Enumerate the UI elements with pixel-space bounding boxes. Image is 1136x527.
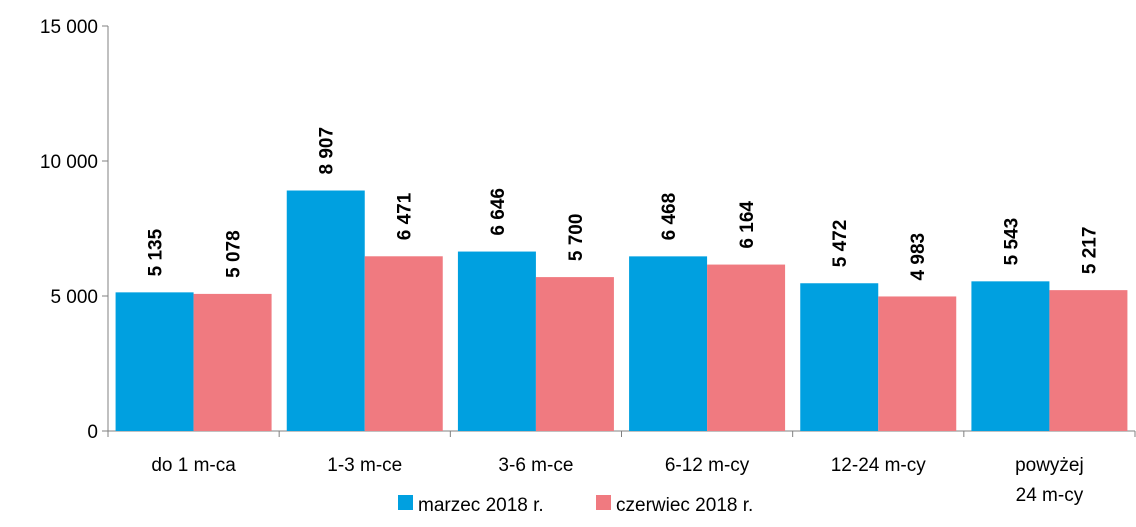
x-category-label: 6-12 m-cy: [665, 455, 750, 476]
legend-label: marzec 2018 r.: [418, 495, 544, 516]
y-tick-label: 0: [87, 422, 98, 443]
x-category-label: 3-6 m-ce: [498, 455, 573, 476]
x-category-label: 24 m-cy: [1016, 485, 1084, 506]
data-label: 8 907: [317, 127, 338, 175]
x-category-label: powyżej: [1015, 455, 1084, 476]
data-label: 6 471: [395, 192, 416, 240]
bar: [971, 281, 1050, 431]
bar: [364, 256, 443, 431]
legend-swatch: [398, 495, 413, 510]
legend-label: czerwiec 2018 r.: [616, 495, 753, 516]
data-label: 6 164: [737, 201, 758, 249]
bar: [800, 283, 879, 431]
bar: [457, 251, 536, 431]
data-label: 6 468: [659, 193, 680, 241]
bar: [193, 293, 272, 431]
bar: [707, 264, 786, 431]
x-category-label: 12-24 m-cy: [831, 455, 927, 476]
y-tick-label: 15 000: [40, 17, 98, 38]
data-label: 6 646: [488, 188, 509, 236]
data-label: 5 217: [1079, 227, 1100, 275]
data-label: 5 135: [146, 228, 167, 276]
y-tick-label: 10 000: [40, 152, 98, 173]
legend-swatch: [596, 495, 611, 510]
data-label: 5 700: [566, 214, 587, 262]
x-category-label: 1-3 m-ce: [327, 455, 402, 476]
x-axis: do 1 m-ca 1-3 m-ce 3-6 m-ce 6-12 m-cy 12-24 …: [107, 430, 1136, 506]
legend: marzec 2018 r. czerwiec 2018 r.: [398, 495, 753, 516]
data-label: 5 543: [1001, 218, 1022, 266]
bar: [535, 277, 614, 431]
bar: [878, 296, 957, 431]
y-tick-label: 5 000: [50, 287, 98, 308]
x-category-label: do 1 m-ca: [151, 455, 236, 476]
bar: [1049, 290, 1128, 431]
bar: [629, 256, 708, 431]
bars: [115, 190, 1128, 431]
bar: [286, 190, 365, 431]
data-labels: 5 135 8 907 6 646 6 468 5 472 5 543 5 078 6 471…: [146, 127, 1101, 280]
data-label: 5 078: [224, 230, 245, 278]
data-label: 4 983: [908, 233, 929, 281]
y-axis: 0 5 000 10 000 15 000: [40, 17, 109, 443]
data-label: 5 472: [830, 220, 851, 268]
bar: [115, 292, 194, 431]
